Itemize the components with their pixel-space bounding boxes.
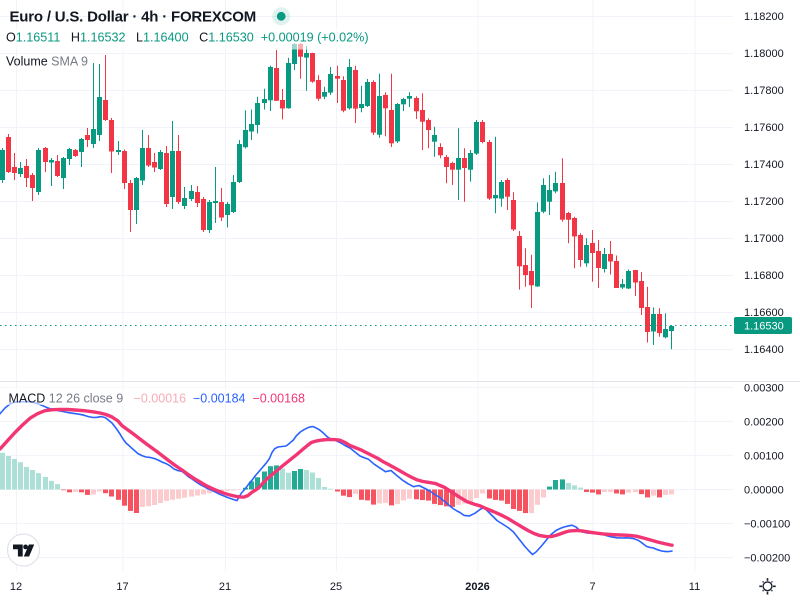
- svg-text:Volume SMA 9: Volume SMA 9: [6, 55, 88, 69]
- svg-text:1.18000: 1.18000: [744, 48, 784, 60]
- svg-text:21: 21: [219, 581, 231, 593]
- svg-text:Euro / U.S. Dollar · 4h · FORE: Euro / U.S. Dollar · 4h · FOREXCOM: [10, 9, 257, 26]
- svg-text:MACD 12 26 close 9 −0.00016: MACD 12 26 close 9 −0.00016 −0.00184 −0.…: [9, 392, 305, 406]
- svg-text:12: 12: [10, 581, 22, 593]
- svg-text:1.16530: 1.16530: [744, 321, 784, 333]
- svg-text:0.00200: 0.00200: [744, 416, 784, 428]
- svg-text:1.16600: 1.16600: [744, 307, 784, 319]
- svg-text:1.17800: 1.17800: [744, 85, 784, 97]
- svg-text:17: 17: [116, 581, 128, 593]
- svg-text:1.17200: 1.17200: [744, 196, 784, 208]
- svg-text:1.17000: 1.17000: [744, 233, 784, 245]
- svg-text:0.00300: 0.00300: [744, 382, 784, 394]
- svg-text:25: 25: [330, 581, 342, 593]
- svg-text:1.17400: 1.17400: [744, 159, 784, 171]
- svg-text:7: 7: [589, 581, 595, 593]
- svg-text:1.16800: 1.16800: [744, 270, 784, 282]
- svg-text:O1.16511 H1.16532 L1.16400: O1.16511 H1.16532 L1.16400 C1.16530 +0.0…: [6, 31, 369, 45]
- svg-text:0.00100: 0.00100: [744, 450, 784, 462]
- svg-text:−0.00200: −0.00200: [744, 553, 790, 565]
- svg-text:1.17600: 1.17600: [744, 122, 784, 134]
- svg-text:2026: 2026: [465, 581, 489, 593]
- svg-text:0.00000: 0.00000: [744, 485, 784, 497]
- svg-text:1.16400: 1.16400: [744, 344, 784, 356]
- svg-text:11: 11: [689, 581, 700, 593]
- svg-text:1.18200: 1.18200: [744, 11, 784, 23]
- svg-text:−0.00100: −0.00100: [744, 519, 790, 531]
